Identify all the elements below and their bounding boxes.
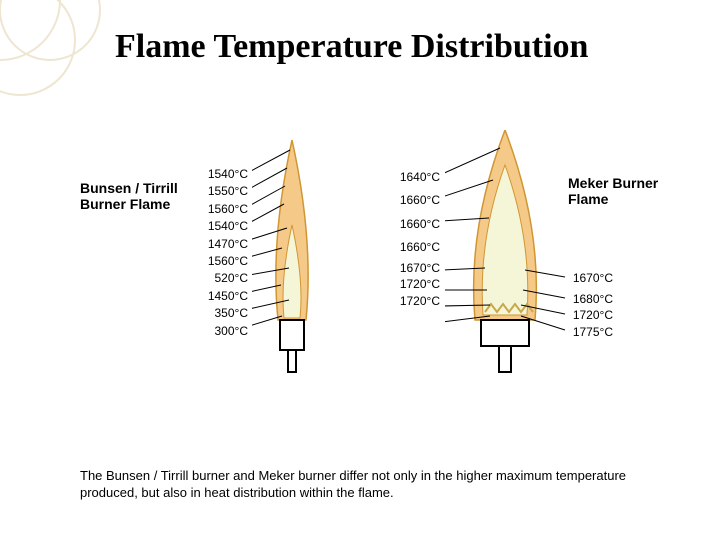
corner-decoration xyxy=(0,0,120,120)
temp-value: 300°C xyxy=(200,323,248,340)
meker-flame xyxy=(445,130,585,395)
caption-text: The Bunsen / Tirrill burner and Meker bu… xyxy=(80,467,650,502)
temp-value: 1560°C xyxy=(200,253,248,270)
meker-temps-left: 1640°C 1660°C 1660°C 1660°C 1670°C 1720°… xyxy=(392,166,440,309)
temp-value: 1660°C xyxy=(392,236,440,259)
temp-value: 1550°C xyxy=(200,183,248,200)
temp-value: 1560°C xyxy=(200,201,248,218)
temp-value: 350°C xyxy=(200,305,248,322)
temp-value: 1660°C xyxy=(392,189,440,212)
temp-value: 1720°C xyxy=(392,293,440,310)
page-title: Flame Temperature Distribution xyxy=(115,28,588,66)
temp-value: 1540°C xyxy=(200,166,248,183)
temp-value: 1450°C xyxy=(200,288,248,305)
bunsen-flame xyxy=(252,130,352,395)
temp-value: 1670°C xyxy=(392,260,440,277)
temp-value: 1640°C xyxy=(392,166,440,189)
bunsen-temps: 1540°C 1550°C 1560°C 1540°C 1470°C 1560°… xyxy=(200,166,248,340)
temp-value: 520°C xyxy=(200,270,248,287)
temp-value: 1660°C xyxy=(392,213,440,236)
temp-value: 1470°C xyxy=(200,236,248,253)
temp-value: 1720°C xyxy=(392,276,440,293)
bunsen-label: Bunsen / Tirrill Burner Flame xyxy=(80,180,200,212)
temp-value: 1540°C xyxy=(200,218,248,235)
diagram-stage: Bunsen / Tirrill Burner Flame Meker Burn… xyxy=(0,120,720,440)
